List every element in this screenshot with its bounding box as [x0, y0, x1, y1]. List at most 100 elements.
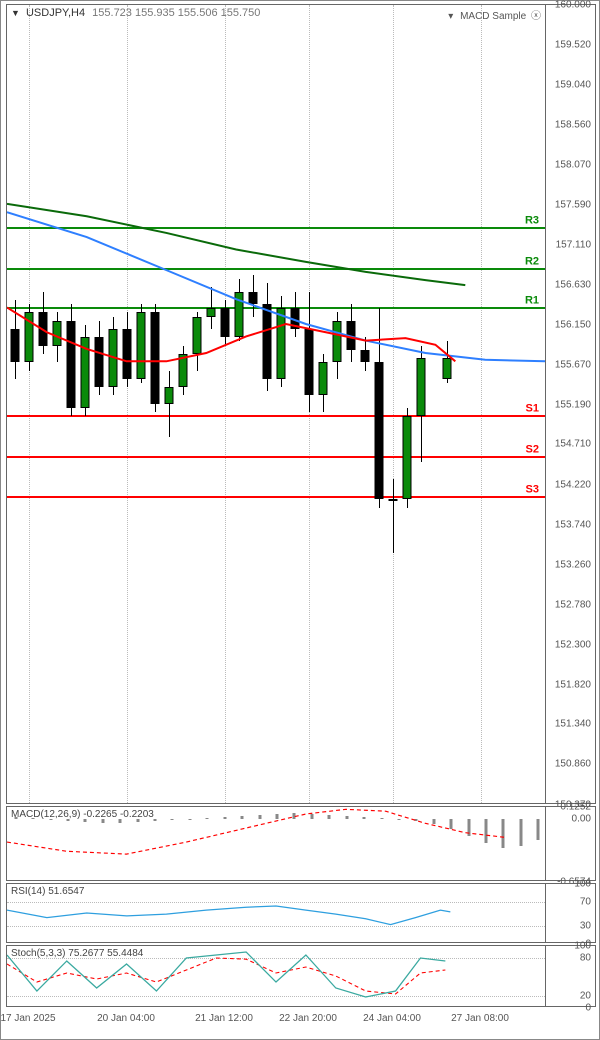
sr-label: R1 — [525, 295, 539, 307]
ohlc-label: 155.723 155.935 155.506 155.750 — [92, 7, 260, 19]
macd-histo-bar — [502, 819, 505, 848]
price-panel[interactable]: ▼ USDJPY,H4 155.723 155.935 155.506 155.… — [6, 4, 596, 804]
macd-label: MACD(12,26,9) -0.2265 -0.2203 — [11, 809, 154, 820]
grid-line — [481, 5, 482, 803]
y-tick-label: 153.740 — [555, 520, 591, 531]
macd-histo-bar — [345, 816, 348, 819]
grid-line — [225, 5, 226, 803]
rsi-level-line — [7, 926, 545, 927]
sample-label: MACD Sample — [460, 11, 526, 22]
macd-histo-bar — [485, 819, 488, 843]
macd-histo-bar — [467, 819, 470, 836]
y-tick-label: 155.190 — [555, 399, 591, 410]
rsi-plot-area[interactable] — [7, 884, 545, 942]
rsi-level-line — [7, 902, 545, 903]
macd-histo-bar — [188, 819, 191, 820]
rsi-overlay — [7, 884, 545, 942]
y-tick-label: 20 — [580, 990, 591, 1001]
x-tick-label: 27 Jan 08:00 — [451, 1013, 509, 1024]
y-tick-label: 100 — [574, 941, 591, 952]
macd-histo-bar — [258, 815, 261, 819]
y-tick-label: 159.040 — [555, 79, 591, 90]
y-tick-label: 155.670 — [555, 359, 591, 370]
macd-histo-bar — [276, 814, 279, 819]
y-tick-label: 150.860 — [555, 759, 591, 770]
y-tick-label: 151.820 — [555, 679, 591, 690]
sr-label: S1 — [526, 403, 539, 415]
y-tick-label: 156.630 — [555, 279, 591, 290]
y-tick-label: 152.300 — [555, 639, 591, 650]
y-tick-label: 158.070 — [555, 160, 591, 171]
price-plot-area[interactable]: R3157.330R2156.840R1156.360S1155.060S215… — [7, 5, 545, 803]
x-tick-label: 24 Jan 04:00 — [363, 1013, 421, 1024]
sr-line-r3: R3157.330 — [7, 227, 545, 229]
grid-line — [393, 5, 394, 803]
dropdown-icon[interactable]: ▾ — [448, 11, 453, 22]
chart-container: ▼ USDJPY,H4 155.723 155.935 155.506 155.… — [0, 0, 600, 1040]
time-x-axis: 17 Jan 202520 Jan 04:0021 Jan 12:0022 Ja… — [6, 1009, 596, 1037]
symbol-label: USDJPY,H4 — [26, 7, 85, 19]
y-tick-label: 158.560 — [555, 119, 591, 130]
macd-histo-bar — [171, 819, 174, 820]
y-tick-label: 156.150 — [555, 319, 591, 330]
sr-label: S3 — [526, 484, 539, 496]
sr-label: S2 — [526, 444, 539, 456]
y-tick-label: 160.000 — [555, 0, 591, 11]
stoch-label: Stoch(5,3,3) 75.2677 55.4484 — [11, 948, 143, 959]
y-tick-label: 153.260 — [555, 559, 591, 570]
stoch-y-axis: 10080200 — [545, 946, 595, 1006]
macd-histo-bar — [380, 818, 383, 819]
macd-histo-bar — [415, 819, 418, 821]
price-y-axis: 160.000159.520159.040158.560158.070157.5… — [545, 5, 595, 803]
rsi-panel[interactable]: RSI(14) 51.6547 10070300 — [6, 883, 596, 943]
y-tick-label: 100 — [574, 879, 591, 890]
sr-line-r2: R2156.840 — [7, 268, 545, 270]
y-tick-label: 80 — [580, 953, 591, 964]
stoch-panel[interactable]: Stoch(5,3,3) 75.2677 55.4484 10080200 — [6, 945, 596, 1007]
rsi-y-axis: 10070300 — [545, 884, 595, 942]
macd-histo-bar — [310, 814, 313, 819]
close-icon[interactable]: ⓧ — [531, 11, 541, 22]
y-tick-label: 154.710 — [555, 439, 591, 450]
sr-line-s2: S2154.570 — [7, 456, 545, 458]
macd-histo-bar — [154, 819, 157, 821]
macd-histo-bar — [328, 815, 331, 819]
macd-histo-bar — [537, 819, 540, 840]
macd-histo-bar — [293, 813, 296, 819]
dropdown-icon[interactable]: ▼ — [11, 8, 20, 18]
y-tick-label: 159.520 — [555, 39, 591, 50]
y-tick-label: 157.110 — [556, 240, 591, 251]
stoch-level-line — [7, 996, 545, 997]
x-tick-label: 20 Jan 04:00 — [97, 1013, 155, 1024]
sr-line-s3: S3154.090 — [7, 496, 545, 498]
y-tick-label: 0.00 — [572, 813, 591, 824]
sr-label: R3 — [525, 214, 539, 226]
y-tick-label: 70 — [580, 897, 591, 908]
x-tick-label: 17 Jan 2025 — [0, 1013, 55, 1024]
macd-histo-bar — [450, 819, 453, 829]
indicator-badge: ▾ MACD Sample ⓧ — [448, 7, 541, 22]
x-tick-label: 22 Jan 20:00 — [279, 1013, 337, 1024]
sr-line-s1: S1155.060 — [7, 415, 545, 417]
sr-label: R2 — [525, 255, 539, 267]
macd-panel[interactable]: MACD(12,26,9) -0.2265 -0.2203 0.12520.00… — [6, 806, 596, 881]
y-tick-label: 30 — [580, 921, 591, 932]
y-tick-label: 154.220 — [555, 480, 591, 491]
macd-y-axis: 0.12520.00-0.6574 — [545, 807, 595, 880]
y-tick-label: 157.590 — [555, 200, 591, 211]
x-tick-label: 21 Jan 12:00 — [195, 1013, 253, 1024]
y-tick-label: 152.780 — [555, 599, 591, 610]
macd-histo-bar — [223, 817, 226, 819]
macd-histo-bar — [241, 816, 244, 819]
macd-histo-bar — [519, 819, 522, 846]
grid-line — [127, 5, 128, 803]
macd-histo-bar — [363, 817, 366, 819]
rsi-label: RSI(14) 51.6547 — [11, 886, 84, 897]
y-tick-label: 0.1252 — [560, 802, 591, 813]
macd-histo-bar — [432, 819, 435, 824]
macd-histo-bar — [206, 818, 209, 819]
grid-line — [29, 5, 30, 803]
macd-histo-bar — [397, 819, 400, 820]
chart-header: ▼ USDJPY,H4 155.723 155.935 155.506 155.… — [11, 7, 260, 19]
y-tick-label: 151.340 — [555, 719, 591, 730]
